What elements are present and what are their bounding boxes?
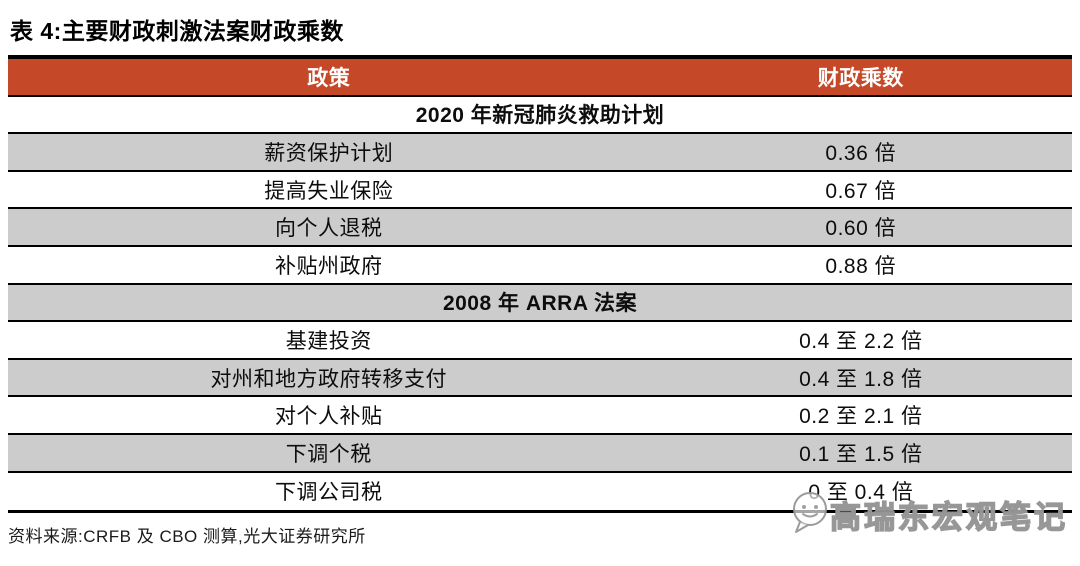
policy-cell: 下调公司税: [275, 481, 383, 505]
policy-cell: 补贴州政府: [275, 254, 383, 278]
fiscal-multiplier-table: 政策 财政乘数 2020 年新冠肺炎救助计划 薪资保护计划 0.36 倍 提高失…: [8, 55, 1072, 514]
multiplier-cell: 0.2 至 2.1 倍: [799, 405, 923, 429]
multiplier-cell: 0.88 倍: [825, 254, 897, 278]
multiplier-cell: 0.4 至 1.8 倍: [799, 367, 923, 391]
multiplier-cell: 0.60 倍: [825, 217, 897, 241]
section-row-2020: 2020 年新冠肺炎救助计划: [8, 96, 1072, 135]
table-title: 表 4:主要财政刺激法案财政乘数: [10, 18, 344, 44]
multiplier-cell: 0.4 至 2.2 倍: [799, 329, 923, 353]
policy-cell: 薪资保护计划: [264, 141, 394, 165]
policy-cell: 对州和地方政府转移支付: [210, 367, 448, 391]
section-row-2008: 2008 年 ARRA 法案: [8, 284, 1072, 323]
column-header-policy: 政策: [307, 66, 351, 90]
table-row: 基建投资 0.4 至 2.2 倍: [8, 322, 1072, 360]
table-row: 下调个税 0.1 至 1.5 倍: [8, 434, 1072, 473]
multiplier-cell: 0 至 0.4 倍: [808, 481, 914, 505]
table-row: 下调公司税 0 至 0.4 倍: [8, 472, 1072, 511]
multiplier-cell: 0.67 倍: [825, 179, 897, 203]
policy-cell: 对个人补贴: [275, 405, 383, 429]
column-header-multiplier: 财政乘数: [817, 66, 904, 90]
table-row: 对个人补贴 0.2 至 2.1 倍: [8, 397, 1072, 435]
table-row: 对州和地方政府转移支付 0.4 至 1.8 倍: [8, 359, 1072, 398]
table-header-row: 政策 财政乘数: [8, 59, 1072, 97]
policy-cell: 提高失业保险: [264, 179, 394, 203]
table-row: 薪资保护计划 0.36 倍: [8, 134, 1072, 172]
section-label: 2008 年 ARRA 法案: [442, 292, 638, 316]
policy-cell: 向个人退税: [275, 217, 383, 241]
source-note: 资料来源:CRFB 及 CBO 测算,光大证券研究所: [8, 527, 366, 547]
table-row: 提高失业保险 0.67 倍: [8, 171, 1072, 210]
table-row: 补贴州政府 0.88 倍: [8, 246, 1072, 285]
multiplier-cell: 0.1 至 1.5 倍: [799, 442, 923, 466]
section-label: 2020 年新冠肺炎救助计划: [415, 104, 665, 128]
multiplier-cell: 0.36 倍: [825, 141, 897, 165]
policy-cell: 下调个税: [285, 442, 372, 466]
policy-cell: 基建投资: [285, 329, 372, 353]
table-row: 向个人退税 0.60 倍: [8, 209, 1072, 247]
